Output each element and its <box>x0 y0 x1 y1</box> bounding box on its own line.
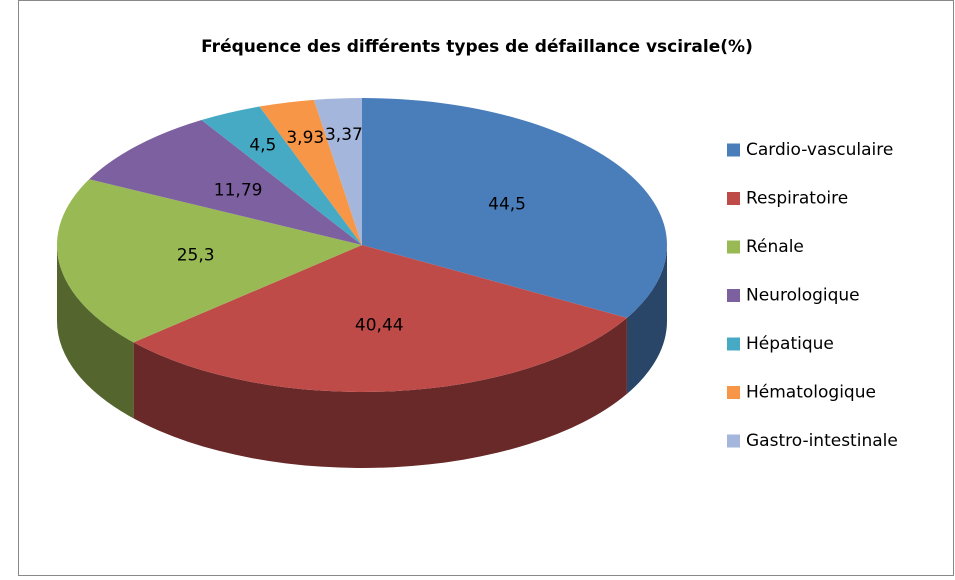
slice <box>259 99 362 245</box>
data-label: 3,93 <box>286 128 324 148</box>
legend-swatch <box>727 386 740 399</box>
slice <box>201 106 362 245</box>
data-label: 25,3 <box>177 246 215 266</box>
data-label: 44,5 <box>488 194 526 214</box>
legend-swatch <box>727 240 740 254</box>
legend-label: Neurologique <box>746 286 860 306</box>
legend-swatch <box>727 337 740 351</box>
slice-side <box>133 317 627 468</box>
legend-label: Cardio-vasculaire <box>746 140 893 160</box>
data-label: 4,5 <box>249 136 276 156</box>
legend-swatch <box>727 143 740 157</box>
legend-swatch <box>727 289 740 302</box>
legend-label: Hépatique <box>746 334 834 354</box>
data-label: 40,44 <box>355 315 404 335</box>
slice <box>89 119 362 245</box>
slice <box>56 179 362 343</box>
legend-swatch <box>727 434 740 448</box>
legend-label: Hématologique <box>746 383 876 403</box>
chart-title: Fréquence des différents types de défail… <box>201 37 753 57</box>
slice <box>133 245 627 392</box>
legend-swatch <box>727 192 740 205</box>
slice <box>362 98 668 318</box>
slice-side <box>626 245 667 394</box>
data-label: 11,79 <box>214 180 263 200</box>
legend-label: Respiratoire <box>746 189 848 209</box>
slice <box>313 98 362 245</box>
legend-label: Gastro-intestinale <box>746 431 898 451</box>
slice-side <box>57 245 134 419</box>
legend-label: Rénale <box>746 237 804 257</box>
data-label: 3,37 <box>325 125 363 145</box>
